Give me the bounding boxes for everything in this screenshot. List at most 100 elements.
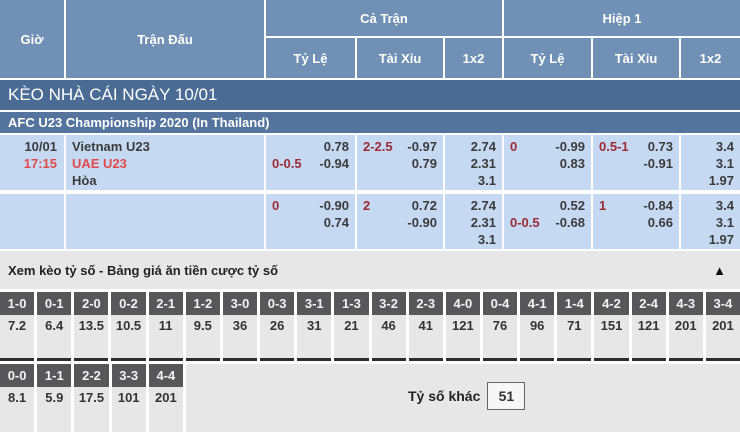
league-bar[interactable]: AFC U23 Championship 2020 (In Thailand) bbox=[0, 112, 740, 133]
score-odds: 10.5 bbox=[115, 318, 142, 333]
score-odds: 36 bbox=[232, 318, 248, 333]
match-row: 10/01 17:15 Vietnam U23 UAE U23 Hòa 0.78… bbox=[0, 135, 740, 190]
score-odds: 9.5 bbox=[193, 318, 212, 333]
score-chip[interactable]: 4-3 bbox=[668, 292, 703, 315]
subcol-header-ft-handicap: Tỷ Lệ bbox=[266, 38, 355, 78]
odds-value: 0.72 bbox=[411, 198, 437, 213]
score-chip[interactable]: 4-0 bbox=[445, 292, 480, 315]
total-line: 0.5-1 bbox=[599, 139, 629, 154]
score-chip[interactable]: 0-2 bbox=[111, 292, 146, 315]
score-chip[interactable]: 3-1 bbox=[297, 292, 332, 315]
subcol-header-h1-overunder: Tài Xỉu bbox=[593, 38, 679, 78]
subcol-header-h1-1x2: 1x2 bbox=[681, 38, 740, 78]
ft-overunder-cell[interactable]: 2 0.72 -0.90 bbox=[357, 194, 443, 249]
score-chip[interactable]: 0-3 bbox=[260, 292, 295, 315]
match-time-cell: 10/01 17:15 bbox=[0, 135, 64, 190]
score-chip[interactable]: 1-1 bbox=[37, 364, 72, 387]
odds-value: 2.31 bbox=[470, 156, 496, 171]
score-chip[interactable]: 2-3 bbox=[408, 292, 443, 315]
score-chip[interactable]: 2-0 bbox=[74, 292, 109, 315]
score-chip[interactable]: 1-0 bbox=[0, 292, 35, 315]
score-column: 4-2 151 bbox=[594, 292, 629, 361]
odds-value: 2.74 bbox=[470, 139, 496, 154]
h1-handicap-cell[interactable]: 0.52 0-0.5 -0.68 bbox=[504, 194, 591, 249]
odds-value: 0.73 bbox=[647, 139, 673, 154]
score-column: 2-0 13.5 bbox=[74, 292, 109, 361]
score-chip[interactable]: 2-4 bbox=[631, 292, 666, 315]
score-column: 4-1 96 bbox=[520, 292, 555, 361]
score-column: 0-1 6.4 bbox=[37, 292, 72, 361]
score-odds: 151 bbox=[600, 318, 623, 333]
score-odds: 7.2 bbox=[8, 318, 27, 333]
score-column: 4-3 201 bbox=[668, 292, 703, 361]
score-odds: 101 bbox=[117, 390, 140, 405]
score-column: 2-1 11 bbox=[148, 292, 183, 361]
score-chip[interactable]: 3-4 bbox=[705, 292, 740, 315]
ft-1x2-cell[interactable]: 2.74 2.31 3.1 bbox=[445, 135, 502, 190]
home-team: Vietnam U23 bbox=[72, 139, 150, 154]
score-odds-row2-area: 0-0 8.1 1-1 5.9 2-2 17.5 3-3 101 4-4 201 Tỷ số kh… bbox=[0, 364, 740, 432]
score-odds: 13.5 bbox=[78, 318, 105, 333]
collapse-arrow-icon[interactable]: ▲ bbox=[713, 262, 726, 278]
score-odds: 201 bbox=[674, 318, 697, 333]
score-chip[interactable]: 1-4 bbox=[557, 292, 592, 315]
col-header-match: Trận Đấu bbox=[66, 0, 264, 78]
score-column: 3-0 36 bbox=[222, 292, 258, 361]
other-score-block: Tỷ số khác 51 bbox=[186, 364, 740, 432]
score-chip[interactable]: 0-4 bbox=[482, 292, 518, 315]
handicap-line: 0 bbox=[272, 198, 280, 213]
score-chip[interactable]: 3-0 bbox=[222, 292, 258, 315]
other-score-odds-box[interactable]: 51 bbox=[487, 382, 526, 410]
score-column: 0-0 8.1 bbox=[0, 364, 35, 432]
total-line: 2 bbox=[363, 198, 371, 213]
odds-value: 2.31 bbox=[470, 215, 496, 230]
odds-value: -0.99 bbox=[555, 139, 585, 154]
score-odds: 71 bbox=[567, 318, 582, 333]
ft-handicap-cell[interactable]: 0 -0.90 0.74 bbox=[266, 194, 355, 249]
score-chip[interactable]: 4-1 bbox=[520, 292, 555, 315]
score-chip[interactable]: 0-0 bbox=[0, 364, 35, 387]
score-column: 1-1 5.9 bbox=[37, 364, 72, 432]
score-odds: 31 bbox=[307, 318, 322, 333]
odds-value: 0.52 bbox=[559, 198, 585, 213]
score-chip[interactable]: 2-2 bbox=[74, 364, 109, 387]
score-section-title: Xem kèo tỷ số - Bảng giá ăn tiền cược tỷ… bbox=[8, 262, 279, 278]
score-chip[interactable]: 0-1 bbox=[37, 292, 72, 315]
ft-1x2-cell[interactable]: 2.74 2.31 3.1 bbox=[445, 194, 502, 249]
match-teams-cell[interactable]: Vietnam U23 UAE U23 Hòa bbox=[66, 135, 264, 190]
score-chip[interactable]: 4-4 bbox=[148, 364, 183, 387]
score-chip[interactable]: 1-2 bbox=[185, 292, 220, 315]
h1-overunder-cell[interactable]: 0.5-1 0.73 -0.91 bbox=[593, 135, 679, 190]
handicap-line: 0-0.5 bbox=[510, 215, 540, 230]
h1-1x2-cell[interactable]: 3.4 3.1 1.97 bbox=[681, 135, 740, 190]
score-chip[interactable]: 3-2 bbox=[371, 292, 406, 315]
score-odds: 46 bbox=[381, 318, 396, 333]
h1-handicap-cell[interactable]: 0 -0.99 0.83 bbox=[504, 135, 591, 190]
score-chip[interactable]: 2-1 bbox=[148, 292, 183, 315]
score-odds-grid-row2: 0-0 8.1 1-1 5.9 2-2 17.5 3-3 101 4-4 201 bbox=[0, 364, 183, 432]
odds-value: 3.1 bbox=[715, 156, 734, 171]
draw-label: Hòa bbox=[72, 173, 97, 188]
odds-table-header: Giờ Trận Đấu Cả Trận Hiệp 1 Tỷ Lệ Tài Xỉ… bbox=[0, 0, 740, 78]
score-chip[interactable]: 1-3 bbox=[334, 292, 369, 315]
match-row: 0 -0.90 0.74 2 0.72 -0.90 2.74 2.31 3.1 0.… bbox=[0, 194, 740, 249]
score-chip[interactable]: 4-2 bbox=[594, 292, 629, 315]
odds-value: 1.97 bbox=[708, 232, 734, 247]
match-kickoff-time: 17:15 bbox=[23, 156, 57, 171]
subcol-header-h1-handicap: Tỷ Lệ bbox=[504, 38, 591, 78]
odds-value: 1.97 bbox=[708, 173, 734, 188]
h1-overunder-cell[interactable]: 1 -0.84 0.66 bbox=[593, 194, 679, 249]
score-odds: 26 bbox=[269, 318, 285, 333]
score-column: 4-0 121 bbox=[445, 292, 480, 361]
odds-value: 3.1 bbox=[477, 232, 496, 247]
score-odds: 201 bbox=[712, 318, 734, 333]
score-section-toggle-bar[interactable]: Xem kèo tỷ số - Bảng giá ăn tiền cược tỷ… bbox=[0, 251, 740, 289]
odds-value: 3.1 bbox=[715, 215, 734, 230]
h1-1x2-cell[interactable]: 3.4 3.1 1.97 bbox=[681, 194, 740, 249]
odds-value: -0.91 bbox=[643, 156, 673, 171]
score-odds: 76 bbox=[492, 318, 508, 333]
score-chip[interactable]: 3-3 bbox=[111, 364, 146, 387]
ft-overunder-cell[interactable]: 2-2.5 -0.97 0.79 bbox=[357, 135, 443, 190]
ft-handicap-cell[interactable]: 0.78 0-0.5 -0.94 bbox=[266, 135, 355, 190]
match-time-cell bbox=[0, 194, 64, 249]
